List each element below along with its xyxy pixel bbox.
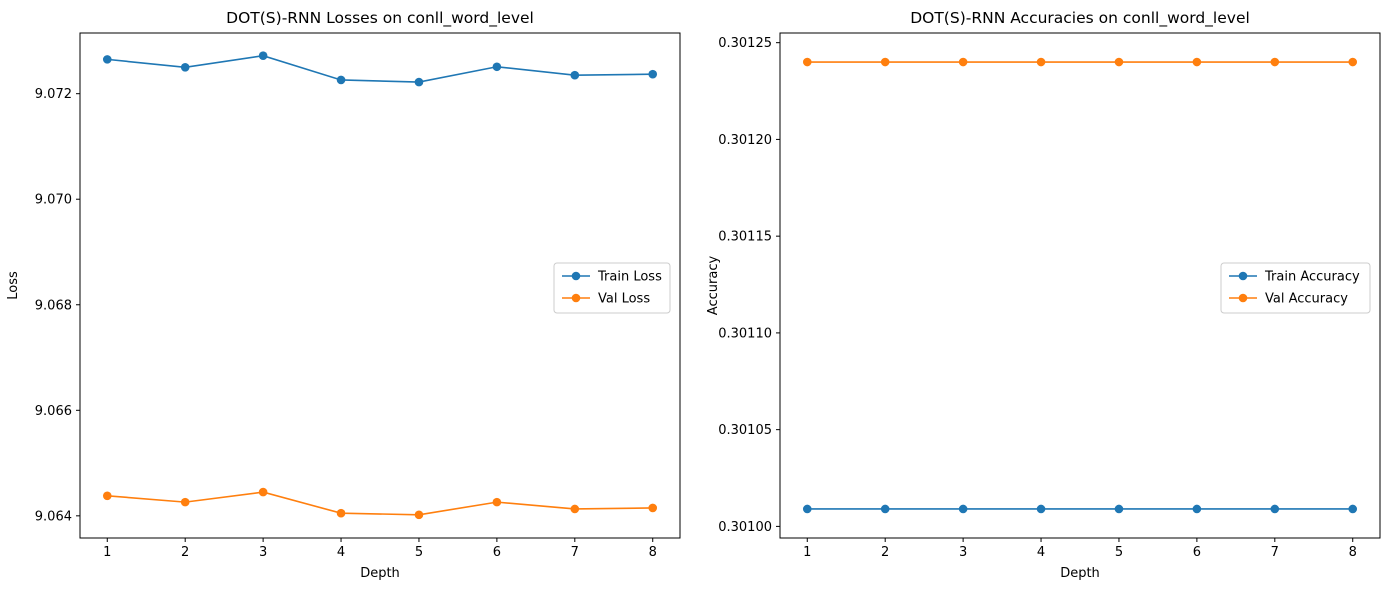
data-point: [1114, 504, 1124, 514]
legend-swatch-marker: [571, 271, 581, 281]
legend: Train Loss Val Loss: [553, 262, 671, 314]
x-tick-label: 1: [803, 545, 811, 560]
data-point: [180, 497, 190, 507]
legend-box: [1220, 262, 1371, 314]
data-point: [880, 504, 890, 514]
series-1: [102, 51, 658, 87]
x-tick-label: 2: [181, 545, 189, 560]
data-point: [802, 57, 812, 67]
legend-swatch-marker: [1238, 293, 1248, 303]
data-point: [1192, 504, 1202, 514]
y-tick-label: 0.30105: [718, 423, 772, 438]
y-axis-label: Loss: [6, 271, 21, 300]
legend-label: Train Loss: [597, 270, 662, 285]
x-tick-label: 5: [415, 545, 423, 560]
data-point: [570, 504, 580, 514]
series-1: [802, 504, 1358, 514]
data-point: [802, 504, 812, 514]
data-point: [880, 57, 890, 67]
data-point: [492, 497, 502, 507]
data-point: [958, 504, 968, 514]
data-point: [336, 508, 346, 518]
data-point: [1036, 504, 1046, 514]
chart-title: DOT(S)-RNN Accuracies on conll_word_leve…: [910, 9, 1250, 28]
legend-label: Val Accuracy: [1265, 292, 1348, 307]
y-tick-label: 9.066: [35, 404, 72, 419]
data-point: [1270, 57, 1280, 67]
legend-item: Val Loss: [562, 292, 650, 307]
x-tick-label: 8: [1349, 545, 1357, 560]
legend: Train Accuracy Val Accuracy: [1220, 262, 1371, 314]
data-point: [1348, 504, 1358, 514]
axes-frame: [79, 32, 681, 539]
legend-label: Val Loss: [598, 292, 650, 307]
x-tick-label: 7: [1271, 545, 1279, 560]
legend-item: Val Accuracy: [1229, 292, 1348, 307]
data-point: [336, 75, 346, 85]
y-tick-label: 9.068: [35, 298, 72, 313]
chart-panel-1: DOT(S)-RNN Losses on conll_word_level 1 2 3…: [6, 9, 681, 581]
series-2: [802, 57, 1358, 67]
data-point: [648, 503, 658, 513]
data-point: [492, 62, 502, 72]
axes-frame: [779, 32, 1381, 539]
data-point: [570, 70, 580, 80]
x-tick-label: 4: [337, 545, 345, 560]
chart-title: DOT(S)-RNN Losses on conll_word_level: [226, 9, 534, 28]
y-tick-label: 0.30115: [718, 230, 772, 245]
legend-item: Train Accuracy: [1229, 270, 1360, 285]
data-point: [414, 77, 424, 87]
y-axis-label: Accuracy: [706, 256, 721, 316]
y-tick-label: 0.30120: [718, 133, 772, 148]
data-point: [648, 69, 658, 79]
series-line: [107, 54, 653, 83]
x-tick-label: 4: [1037, 545, 1045, 560]
data-point: [1348, 57, 1358, 67]
data-point: [958, 57, 968, 67]
x-tick-label: 6: [1193, 545, 1201, 560]
y-tick-label: 0.30125: [718, 36, 772, 51]
x-axis-label: Depth: [1060, 566, 1100, 581]
x-axis-label: Depth: [360, 566, 400, 581]
chart-panel-2: DOT(S)-RNN Accuracies on conll_word_leve…: [706, 9, 1381, 581]
data-point: [102, 55, 112, 64]
x-tick-label: 3: [959, 545, 967, 560]
data-point: [258, 487, 268, 497]
legend-item: Train Loss: [562, 270, 662, 285]
data-point: [1270, 504, 1280, 514]
x-tick-label: 5: [1115, 545, 1123, 560]
x-tick-label: 1: [103, 545, 111, 560]
x-tick-label: 7: [571, 545, 579, 560]
series-2: [102, 487, 658, 520]
y-tick-label: 0.30100: [718, 520, 772, 535]
y-tick-label: 9.064: [35, 509, 72, 524]
data-point: [102, 491, 112, 501]
legend-swatch-marker: [571, 293, 581, 303]
legend-label: Train Accuracy: [1264, 270, 1360, 285]
data-point: [1192, 57, 1202, 67]
y-tick-label: 0.30110: [718, 326, 772, 341]
y-tick-label: 9.072: [35, 87, 72, 102]
legend-swatch-marker: [1238, 271, 1248, 281]
x-tick-label: 6: [493, 545, 501, 560]
data-point: [258, 51, 268, 60]
x-tick-label: 2: [881, 545, 889, 560]
data-point: [414, 510, 424, 520]
x-tick-label: 8: [649, 545, 657, 560]
series-line: [107, 491, 653, 516]
data-point: [1036, 57, 1046, 67]
data-point: [180, 63, 190, 72]
y-tick-label: 9.070: [35, 193, 72, 208]
x-tick-label: 3: [259, 545, 267, 560]
data-point: [1114, 57, 1124, 67]
